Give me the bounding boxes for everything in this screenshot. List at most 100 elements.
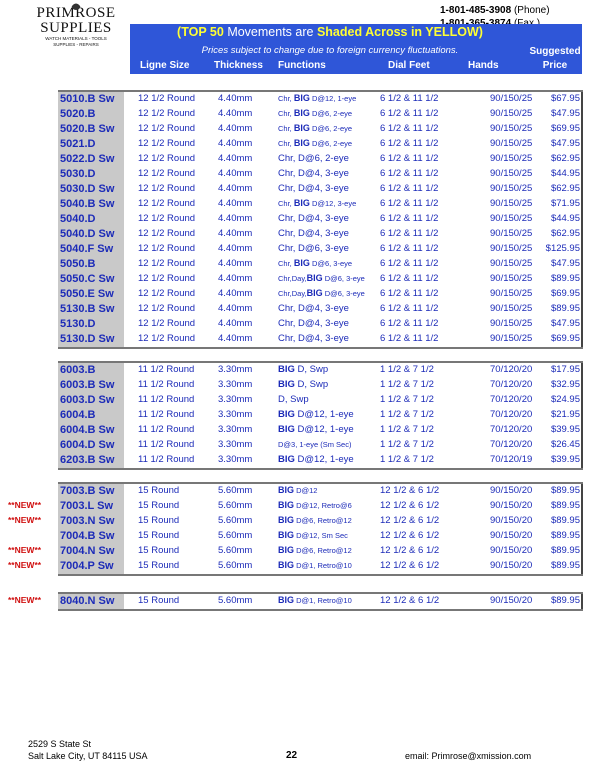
hands: 90/150/20 [490,515,533,526]
price: $67.95 [550,93,580,104]
model-number: 7004.P Sw [58,559,124,574]
table-row: 5050.B 12 1/2 Round 4.40mm Chr, BIG D@6, 3-… [58,257,583,272]
thickness: 4.40mm [218,168,253,179]
functions: Chr, D@6, 3-eye [278,243,349,254]
model-number: 5040.D [58,212,124,227]
thickness: 4.40mm [218,333,253,344]
dial-feet: 6 1/2 & 11 1/2 [380,198,439,209]
movement-group: 6003.B 11 1/2 Round 3.30mm BIG D, Swp 1 1/2 … [58,361,583,470]
thickness: 4.40mm [218,153,253,164]
logo-tagline-1: WATCH MATERIALS - TOOLS [45,36,107,41]
price: $47.95 [550,108,580,119]
functions-rest: D@12, 3-eye [309,199,357,208]
thickness: 4.40mm [218,123,253,134]
hands: 90/150/20 [490,485,533,496]
functions-big: BIG [278,515,295,525]
model-number: 5021.D [58,137,124,152]
model-number: 5050.E Sw [58,287,124,302]
functions: BIG D@12 [278,485,317,495]
functions-text: Chr, D@4, 3-eye [278,318,349,329]
price: $125.95 [545,243,580,254]
table-row: **NEW** 7003.L Sw 15 Round 5.60mm BIG D@12, … [8,499,583,514]
ligne-size: 12 1/2 Round [138,183,196,194]
functions-text: Chr, [278,124,294,133]
functions-text: Chr, [278,139,294,148]
dial-feet: 1 1/2 & 7 1/2 [380,439,434,450]
thickness: 4.40mm [218,108,253,119]
hands: 70/120/20 [490,439,533,450]
functions-text: Chr, [278,199,294,208]
ligne-size: 15 Round [138,530,180,541]
functions-text: Chr, [278,259,294,268]
functions-rest: D@6, 3-eye [322,274,365,283]
functions-rest: D@6, 3-eye [322,289,365,298]
functions-text: D, Swp [278,394,309,405]
table-row: 5021.D 12 1/2 Round 4.40mm Chr, BIG D@6, 2-… [58,137,583,152]
ligne-size: 12 1/2 Round [138,273,196,284]
hands: 90/150/20 [490,560,533,571]
functions-big: BIG [278,530,295,540]
dial-feet: 6 1/2 & 11 1/2 [380,93,439,104]
price: $69.95 [550,288,580,299]
hands: 90/150/25 [490,228,533,239]
functions: BIG D@12, Sm Sec [278,530,348,540]
dial-feet: 1 1/2 & 7 1/2 [380,409,434,420]
dial-feet: 6 1/2 & 11 1/2 [380,138,439,149]
price: $89.95 [550,545,580,556]
ligne-size: 11 1/2 Round [138,364,195,375]
functions: Chr, D@4, 3-eye [278,318,349,329]
ligne-size: 11 1/2 Round [138,394,195,405]
functions-big: BIG [293,123,310,133]
thickness: 4.40mm [218,198,253,209]
functions-big: BIG [306,273,323,283]
thickness: 5.60mm [218,560,253,571]
functions-big: BIG [293,258,310,268]
dial-feet: 1 1/2 & 7 1/2 [380,454,434,465]
table-row: 5130.B Sw 12 1/2 Round 4.40mm Chr, D@4, 3-e… [58,302,583,317]
functions-rest: D@6, 2-eye [309,109,353,118]
dial-feet: 1 1/2 & 7 1/2 [380,379,434,390]
dial-feet: 12 1/2 & 6 1/2 [380,560,440,571]
movements-table: 5010.B Sw 12 1/2 Round 4.40mm Chr, BIG D@12… [8,90,583,611]
thickness: 5.60mm [218,500,253,511]
ligne-size: 12 1/2 Round [138,258,196,269]
table-row: 6003.B Sw 11 1/2 Round 3.30mm BIG D, Swp 1 1… [58,378,583,393]
ligne-size: 12 1/2 Round [138,153,196,164]
functions: Chr, D@6, 2-eye [278,153,349,164]
functions: Chr, BIG D@6, 2-eye [278,138,352,148]
hands: 90/150/25 [490,93,533,104]
functions: BIG D@6, Retro@12 [278,515,352,525]
dial-feet: 1 1/2 & 7 1/2 [380,394,434,405]
model-number: 5040.F Sw [58,242,124,257]
price: $62.95 [550,183,580,194]
header-suggested: Suggested [529,46,581,57]
ligne-size: 11 1/2 Round [138,409,195,420]
logo-name-supplies: SUPPLIES [40,20,112,36]
ligne-size: 12 1/2 Round [138,228,196,239]
logo-tagline-2: SUPPLIES - REPAIRS [53,42,99,47]
model-number: 6003.D Sw [58,393,124,408]
model-number: 5040.B Sw [58,197,124,212]
hands: 90/150/25 [490,318,533,329]
table-row: 5040.B Sw 12 1/2 Round 4.40mm Chr, BIG D@12… [58,197,583,212]
table-row: 5130.D 12 1/2 Round 4.40mm Chr, D@4, 3-eye 6… [58,317,583,332]
ligne-size: 15 Round [138,595,180,606]
new-badge: **NEW** [8,515,42,525]
table-row: **NEW** 7003.N Sw 15 Round 5.60mm BIG D@6, R… [8,514,583,529]
table-row: 5030.D 12 1/2 Round 4.40mm Chr, D@4, 3-eye 6… [58,167,583,182]
table-row: 5030.D Sw 12 1/2 Round 4.40mm Chr, D@4, 3-e… [58,182,583,197]
hands: 90/150/25 [490,153,533,164]
dial-feet: 6 1/2 & 11 1/2 [380,303,439,314]
functions-text: Chr, D@4, 3-eye [278,228,349,239]
ligne-size: 11 1/2 Round [138,439,195,450]
table-row: 5020.B Sw 12 1/2 Round 4.40mm Chr, BIG D@6,… [58,122,583,137]
functions: BIG D@12, 1-eye [278,454,354,465]
model-number: 5130.D [58,317,124,332]
model-number: 6004.B [58,408,124,423]
model-number: 7003.L Sw [58,499,124,514]
functions-big: BIG [278,595,295,605]
dial-feet: 6 1/2 & 11 1/2 [380,183,439,194]
thickness: 4.40mm [218,228,253,239]
price: $89.95 [550,485,580,496]
dial-feet: 6 1/2 & 11 1/2 [380,333,439,344]
